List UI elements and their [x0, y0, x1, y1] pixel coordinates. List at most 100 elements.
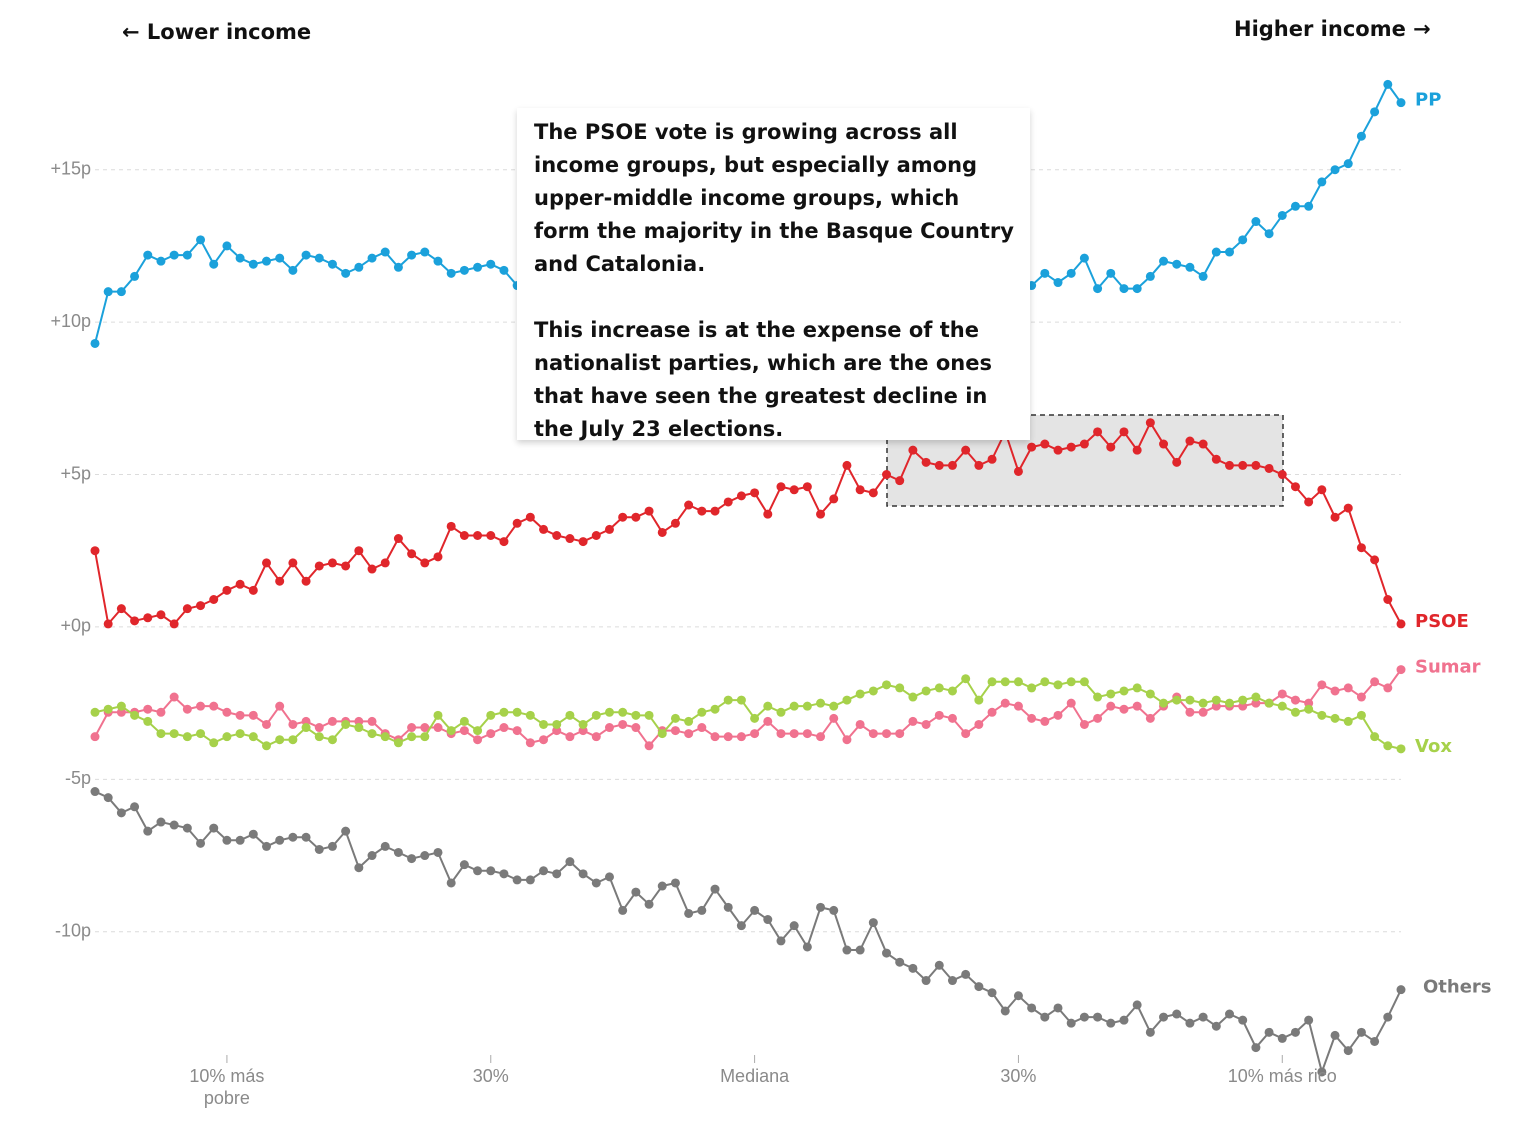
- data-point: [1396, 98, 1406, 108]
- y-tick-label: -5p: [65, 768, 91, 788]
- data-point: [525, 875, 535, 885]
- data-point: [618, 719, 628, 729]
- data-point: [842, 460, 852, 470]
- data-point: [855, 485, 865, 495]
- data-point: [90, 707, 100, 717]
- data-point: [961, 674, 971, 684]
- data-point: [1370, 732, 1380, 742]
- data-point: [499, 869, 509, 879]
- data-point: [222, 732, 232, 742]
- data-point: [710, 506, 720, 516]
- data-point: [367, 253, 377, 263]
- data-point: [908, 716, 918, 726]
- data-point: [697, 905, 707, 915]
- data-point: [1106, 442, 1116, 452]
- data-point: [1027, 1003, 1037, 1013]
- data-point: [222, 835, 232, 845]
- data-point: [222, 241, 232, 251]
- data-point: [723, 732, 733, 742]
- data-point: [499, 723, 509, 733]
- data-point: [1079, 719, 1089, 729]
- data-point: [697, 506, 707, 516]
- data-point: [380, 247, 390, 257]
- data-point: [103, 704, 113, 714]
- data-point: [618, 905, 628, 915]
- data-point: [1396, 619, 1406, 629]
- data-point: [1198, 1012, 1208, 1022]
- data-point: [367, 851, 377, 861]
- data-point: [868, 729, 878, 739]
- data-point: [393, 534, 403, 544]
- data-point: [1290, 695, 1300, 705]
- data-point: [248, 732, 258, 742]
- data-point: [829, 494, 839, 504]
- data-point: [1145, 713, 1155, 723]
- data-point: [921, 457, 931, 467]
- annotation: This increase is at the expense of the n…: [534, 318, 992, 441]
- data-point: [261, 719, 271, 729]
- data-point: [354, 546, 364, 556]
- data-point: [644, 710, 654, 720]
- data-point: [446, 726, 456, 736]
- data-point: [921, 976, 931, 986]
- data-point: [670, 713, 680, 723]
- data-point: [1343, 716, 1353, 726]
- data-point: [196, 235, 206, 245]
- data-point: [1132, 1000, 1142, 1010]
- data-point: [882, 680, 892, 690]
- data-point: [1145, 1027, 1155, 1037]
- data-point: [473, 262, 483, 272]
- y-tick-label: +15p: [50, 158, 91, 178]
- data-point: [618, 707, 628, 717]
- data-point: [921, 686, 931, 696]
- data-point: [341, 268, 351, 278]
- data-point: [235, 710, 245, 720]
- data-point: [736, 921, 746, 931]
- data-point: [644, 741, 654, 751]
- data-point: [407, 549, 417, 559]
- data-point: [1013, 677, 1023, 687]
- data-point: [235, 253, 245, 263]
- data-point: [486, 729, 496, 739]
- data-point: [974, 982, 984, 992]
- data-point: [895, 957, 905, 967]
- series-label: Others: [1423, 977, 1492, 998]
- data-point: [196, 601, 206, 611]
- data-point: [1330, 512, 1340, 522]
- data-point: [934, 710, 944, 720]
- data-point: [1238, 460, 1248, 470]
- data-point: [433, 552, 443, 562]
- data-point: [1383, 1012, 1393, 1022]
- data-point: [182, 250, 192, 260]
- data-point: [143, 704, 153, 714]
- data-point: [354, 863, 364, 873]
- data-point: [763, 701, 773, 711]
- data-point: [1264, 698, 1274, 708]
- data-point: [1370, 555, 1380, 565]
- data-point: [829, 905, 839, 915]
- data-point: [169, 820, 179, 830]
- data-point: [367, 716, 377, 726]
- data-point: [314, 561, 324, 571]
- data-point: [1053, 278, 1063, 288]
- x-tick-label: 30%: [1000, 1066, 1037, 1086]
- data-point: [169, 619, 179, 629]
- data-point: [1277, 701, 1287, 711]
- data-point: [169, 729, 179, 739]
- data-point: [380, 732, 390, 742]
- data-point: [143, 826, 153, 836]
- data-point: [802, 482, 812, 492]
- data-point: [1119, 704, 1129, 714]
- data-point: [420, 732, 430, 742]
- data-point: [1106, 701, 1116, 711]
- data-point: [1238, 1015, 1248, 1025]
- data-point: [275, 835, 285, 845]
- data-point: [670, 518, 680, 528]
- data-point: [1185, 1018, 1195, 1028]
- data-point: [1343, 1046, 1353, 1056]
- data-point: [446, 268, 456, 278]
- data-point: [842, 945, 852, 955]
- data-point: [539, 866, 549, 876]
- data-point: [393, 262, 403, 272]
- data-point: [1185, 707, 1195, 717]
